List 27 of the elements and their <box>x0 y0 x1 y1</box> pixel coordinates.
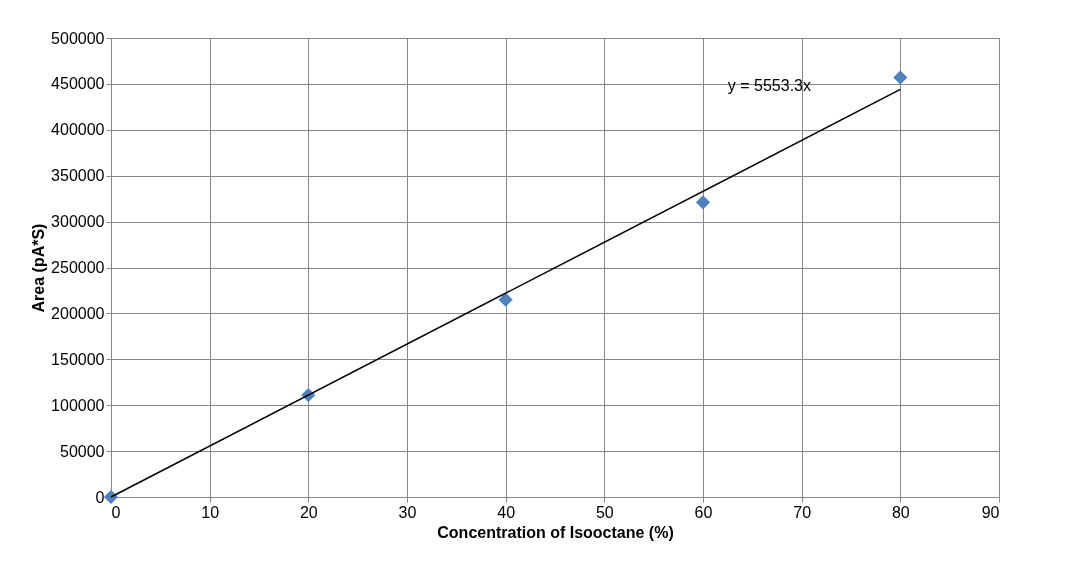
x-tick-label: 10 <box>201 503 220 521</box>
annotation: y = 5553.3x <box>727 77 811 94</box>
x-tick-label: 30 <box>398 503 417 521</box>
point <box>695 195 711 210</box>
point <box>498 292 513 307</box>
y-axis-title: Area (pA*S) <box>30 223 48 313</box>
x-tick-label: 90 <box>981 503 1000 521</box>
y-tick-label: 400000 <box>51 121 105 139</box>
y-tick-label: 250000 <box>51 259 105 276</box>
y-tick-label: 150000 <box>51 350 105 368</box>
y-tick-label: 0 <box>95 488 105 506</box>
point <box>893 70 908 85</box>
y-tick-label: 100000 <box>51 396 105 414</box>
y-tick-label: 300000 <box>51 213 105 231</box>
y-tick-label: 50000 <box>60 442 105 460</box>
x-tick-label: 20 <box>299 503 318 521</box>
y-tick-label: 200000 <box>51 304 105 322</box>
x-tick-label: 40 <box>497 503 516 521</box>
y-tick-label: 350000 <box>51 167 105 185</box>
x-tick-label: 80 <box>891 503 910 521</box>
x-tick-label: 0 <box>111 503 121 521</box>
x-tick-label: 70 <box>793 503 812 521</box>
x-tick-label: 50 <box>595 503 614 521</box>
y-tick-label: 500000 <box>51 29 105 47</box>
x-tick-label: 60 <box>694 503 713 521</box>
x-axis-title: Concentration of Isooctane (%) <box>437 523 674 541</box>
y-tick-label: 450000 <box>51 75 105 93</box>
